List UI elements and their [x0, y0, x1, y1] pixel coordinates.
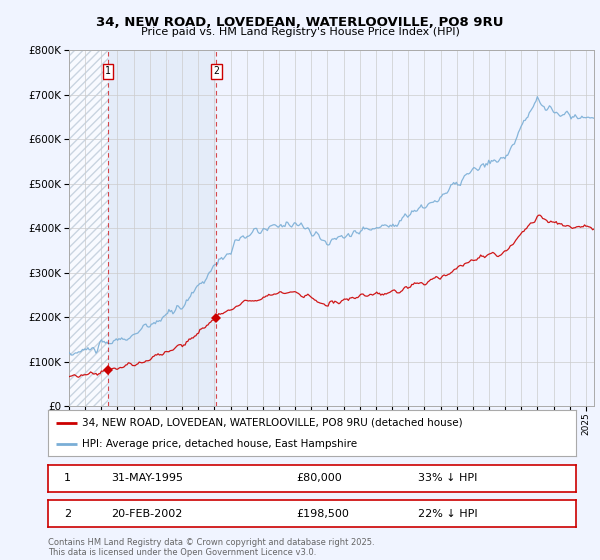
Bar [69, 50, 108, 406]
Text: 34, NEW ROAD, LOVEDEAN, WATERLOOVILLE, PO8 9RU (detached house): 34, NEW ROAD, LOVEDEAN, WATERLOOVILLE, P… [82, 418, 463, 428]
Text: 34, NEW ROAD, LOVEDEAN, WATERLOOVILLE, PO8 9RU: 34, NEW ROAD, LOVEDEAN, WATERLOOVILLE, P… [96, 16, 504, 29]
Text: 2: 2 [64, 508, 71, 519]
Text: Price paid vs. HM Land Registry's House Price Index (HPI): Price paid vs. HM Land Registry's House … [140, 27, 460, 37]
Text: 2: 2 [214, 67, 220, 76]
Text: HPI: Average price, detached house, East Hampshire: HPI: Average price, detached house, East… [82, 439, 358, 449]
Text: £80,000: £80,000 [296, 473, 342, 483]
Text: 22% ↓ HPI: 22% ↓ HPI [418, 508, 477, 519]
Text: 1: 1 [105, 67, 111, 76]
Text: Contains HM Land Registry data © Crown copyright and database right 2025.
This d: Contains HM Land Registry data © Crown c… [48, 538, 374, 557]
Text: 1: 1 [64, 473, 71, 483]
Text: 20-FEB-2002: 20-FEB-2002 [112, 508, 183, 519]
Text: 31-MAY-1995: 31-MAY-1995 [112, 473, 184, 483]
Text: 33% ↓ HPI: 33% ↓ HPI [418, 473, 477, 483]
Text: £198,500: £198,500 [296, 508, 349, 519]
Bar [108, 50, 217, 406]
